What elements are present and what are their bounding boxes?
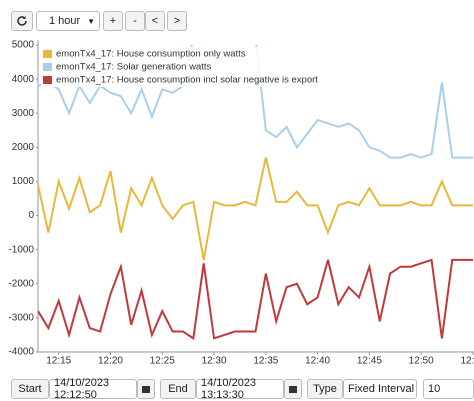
x-tick-label: 12:25 <box>150 356 175 367</box>
start-input[interactable]: 14/10/2023 12:12:50 <box>49 377 137 401</box>
end-label: End <box>160 379 196 399</box>
x-tick-label: 12:55 <box>460 356 474 367</box>
y-tick-label: 5000 <box>12 40 35 51</box>
x-tick-label: 12:15 <box>46 356 71 367</box>
zoom-out-button[interactable]: - <box>125 11 145 31</box>
y-tick-label: 3000 <box>12 108 35 119</box>
calendar-icon <box>142 386 150 393</box>
start-calendar[interactable] <box>137 379 155 399</box>
pan-right-button[interactable]: > <box>167 11 187 31</box>
x-tick-label: 12:30 <box>202 356 227 367</box>
refresh-icon <box>17 16 27 26</box>
y-tick-label: 2000 <box>12 142 35 153</box>
legend-label: emonTx4_17: House consumption only watts <box>56 49 246 60</box>
x-tick-label: 12:35 <box>253 356 278 367</box>
legend-box <box>41 47 281 87</box>
type-label: Type <box>307 379 343 399</box>
pan-left-button[interactable]: < <box>145 11 165 31</box>
legend-swatch <box>43 76 52 84</box>
legend-swatch <box>43 63 52 71</box>
y-tick-label: 0 <box>28 210 34 221</box>
legend-label: emonTx4_17: House consumption incl solar… <box>56 75 318 86</box>
end-input[interactable]: 14/10/2023 13:13:30 <box>196 377 284 401</box>
series-line <box>38 157 473 261</box>
end-calendar[interactable] <box>284 379 302 399</box>
select-caret: ▼ <box>87 16 95 26</box>
refresh-button[interactable] <box>11 11 33 31</box>
y-tick-label: -1000 <box>8 244 34 255</box>
x-tick-label: 12:50 <box>409 356 434 367</box>
x-tick-label: 12:45 <box>357 356 382 367</box>
x-tick-label: 12:20 <box>98 356 123 367</box>
series-line <box>38 258 473 341</box>
range-text: 1 hour <box>49 15 81 27</box>
y-tick-label: -3000 <box>8 313 34 324</box>
y-tick-label: -2000 <box>8 278 34 289</box>
y-tick-label: -4000 <box>8 347 34 358</box>
zoom-in-button[interactable]: + <box>103 11 123 31</box>
y-tick-label: 1000 <box>12 176 35 187</box>
series-line <box>38 45 473 159</box>
range-select[interactable]: 1 hour ▼ <box>36 11 100 31</box>
legend-swatch <box>43 50 52 58</box>
y-tick-label: 4000 <box>12 74 35 85</box>
start-button[interactable]: Start <box>11 379 49 399</box>
x-tick-label: 12:40 <box>305 356 330 367</box>
legend-label: emonTx4_17: Solar generation watts <box>56 62 212 73</box>
chart: -4000 -3000 -2000 -1000 0 1000 2000 3000 4000 500… <box>8 40 474 367</box>
type-select[interactable]: Fixed Interval <box>343 379 417 399</box>
calendar-icon <box>289 386 297 393</box>
interval-input[interactable]: 10 <box>423 379 474 399</box>
